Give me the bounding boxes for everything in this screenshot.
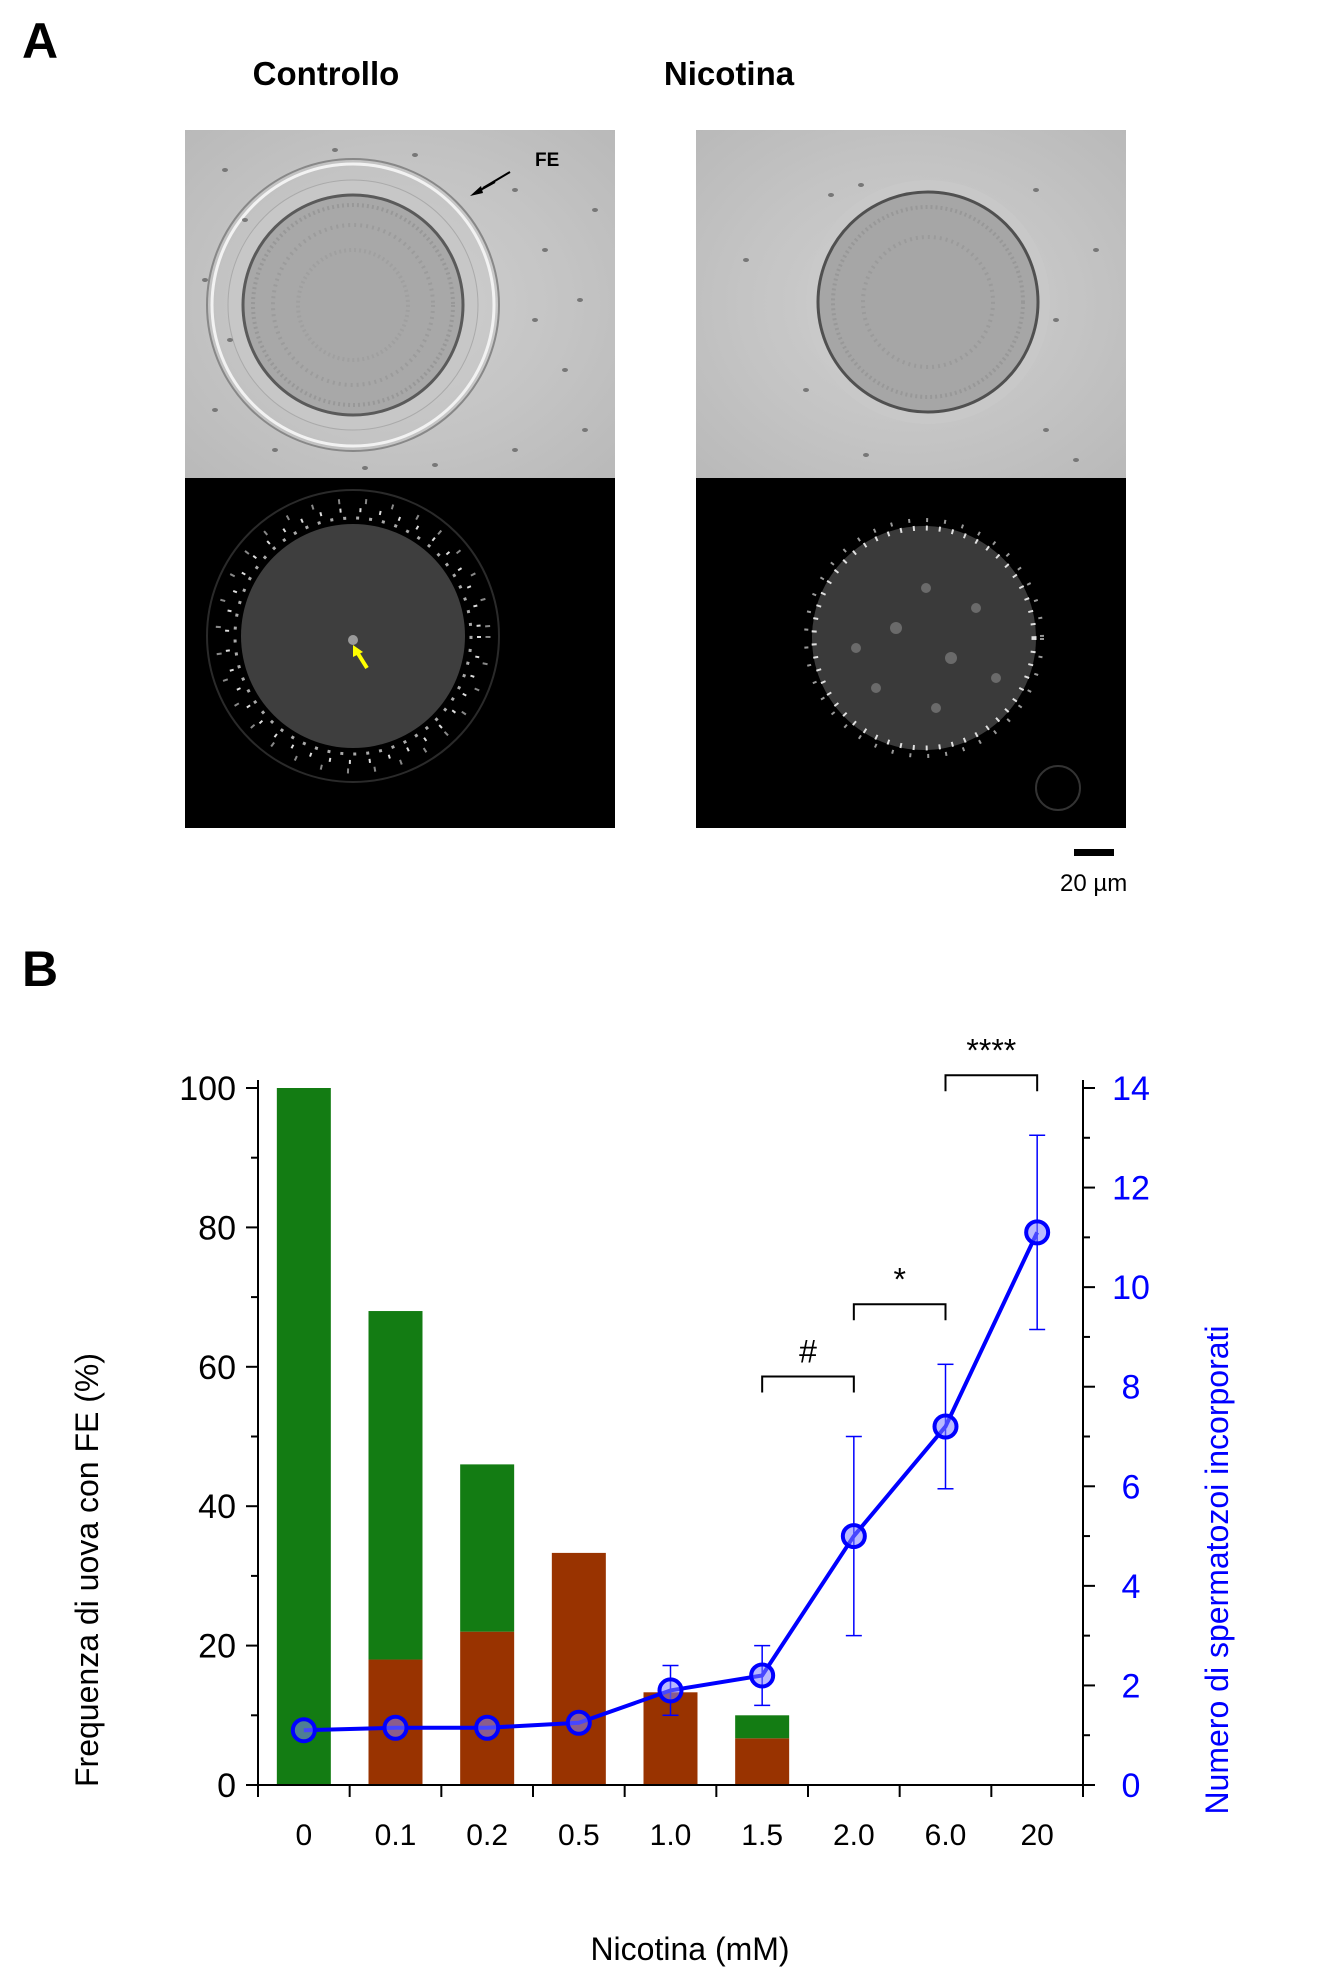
x-tick-label-0: 0 <box>295 1819 312 1852</box>
x-tick-label-1: 0.1 <box>375 1819 417 1852</box>
bar-lower-5 <box>735 1738 790 1785</box>
sperm-count-point-3 <box>565 1709 592 1736</box>
nicotine-chart: 0 20 40 60 80 100 0 2 4 6 8 10 12 14 0 0.1 0.2 0.5 1.0 1.5 2… <box>69 1032 1235 1967</box>
bar-lower-2 <box>460 1631 515 1785</box>
sperm-count-point-6 <box>840 1523 867 1550</box>
sperm-count-line-group <box>290 1134 1051 1744</box>
y-right-tick-label-2: 4 <box>1122 1568 1141 1606</box>
sperm-count-point-1 <box>382 1714 409 1741</box>
y-axis-right-label: Numero di spermatozoi incorporati <box>1199 1325 1235 1814</box>
significance-label-0: # <box>799 1334 817 1370</box>
sperm-count-point-0 <box>290 1717 317 1744</box>
y-right-tick-label-6: 12 <box>1112 1170 1150 1208</box>
column-title-nicotine: Nicotina <box>663 55 795 92</box>
y-left-tick-label-5: 100 <box>179 1070 236 1108</box>
bar-lower-3 <box>551 1552 606 1785</box>
y-axis-left-label: Frequenza di uova con FE (%) <box>69 1353 105 1787</box>
bar-upper-5 <box>735 1715 790 1739</box>
nicotine-fluorescence-image <box>696 478 1126 828</box>
scale-bar <box>1074 849 1114 856</box>
column-title-control: Controllo <box>252 55 400 92</box>
y-left-tick-label-4: 80 <box>198 1209 236 1247</box>
sperm-count-point-4 <box>657 1677 684 1704</box>
x-tick-label-7: 6.0 <box>925 1819 967 1852</box>
control-brightfield-image: FE <box>185 130 615 478</box>
significance-brackets: #***** <box>761 1032 1039 1393</box>
y-left-tick-label-2: 40 <box>198 1488 236 1526</box>
x-tick-label-8: 20 <box>1020 1819 1053 1852</box>
significance-bracket-1 <box>852 1303 947 1321</box>
chart-axes: 0 20 40 60 80 100 0 2 4 6 8 10 12 14 0 0.1 0.2 0.5 1.0 1.5 2… <box>179 1070 1150 1852</box>
y-right-tick-label-5: 10 <box>1112 1269 1150 1307</box>
significance-label-2: **** <box>966 1032 1016 1068</box>
scale-bar-label: 20 µm <box>1060 870 1128 897</box>
x-tick-label-5: 1.5 <box>741 1819 783 1852</box>
sperm-count-point-2 <box>474 1714 501 1741</box>
panel-letter-b: B <box>22 941 59 997</box>
fe-annotation-label: FE <box>535 150 560 171</box>
x-tick-label-4: 1.0 <box>650 1819 692 1852</box>
y-right-tick-label-7: 14 <box>1112 1070 1150 1108</box>
y-right-tick-label-1: 2 <box>1122 1667 1141 1705</box>
x-tick-label-2: 0.2 <box>466 1819 508 1852</box>
sperm-count-point-8 <box>1024 1219 1051 1246</box>
significance-bracket-0 <box>761 1375 855 1393</box>
bar-upper-1 <box>368 1311 423 1660</box>
y-right-tick-label-3: 6 <box>1122 1468 1141 1506</box>
bar-upper-0 <box>276 1088 331 1785</box>
sperm-count-point-7 <box>932 1413 959 1440</box>
x-tick-label-6: 2.0 <box>833 1819 875 1852</box>
y-right-tick-label-4: 8 <box>1122 1369 1141 1407</box>
x-axis-label: Nicotina (mM) <box>590 1931 789 1967</box>
nicotine-brightfield-image <box>696 130 1126 478</box>
x-tick-label-3: 0.5 <box>558 1819 600 1852</box>
panel-letter-a: A <box>22 13 59 69</box>
bar-upper-2 <box>460 1464 515 1632</box>
bar-group <box>276 1088 790 1785</box>
y-left-tick-label-0: 0 <box>217 1767 236 1805</box>
significance-bracket-2 <box>944 1074 1039 1092</box>
y-right-tick-label-0: 0 <box>1122 1767 1141 1805</box>
significance-label-1: * <box>893 1261 905 1297</box>
y-left-tick-label-3: 60 <box>198 1349 236 1387</box>
control-fluorescence-image <box>185 478 615 828</box>
y-left-tick-label-1: 20 <box>198 1628 236 1666</box>
sperm-count-point-5 <box>749 1662 776 1689</box>
